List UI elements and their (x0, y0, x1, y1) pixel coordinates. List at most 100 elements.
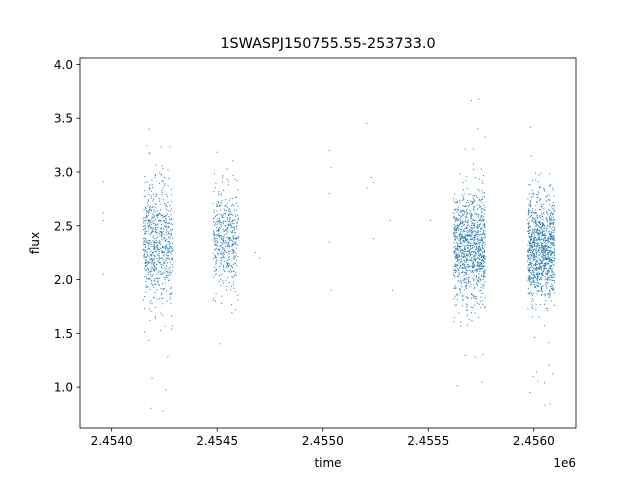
data-point (551, 211, 553, 213)
y-tick-label: 2.5 (54, 219, 73, 233)
data-point (528, 231, 530, 233)
data-point (478, 276, 480, 278)
data-point (472, 307, 474, 309)
data-point (221, 202, 223, 204)
data-point (145, 291, 147, 293)
data-point (228, 255, 230, 257)
data-point (163, 251, 165, 253)
data-point (145, 246, 147, 248)
data-point (214, 216, 216, 218)
data-point (159, 198, 161, 200)
data-point (464, 247, 466, 249)
data-point (160, 213, 162, 215)
data-point (153, 220, 155, 222)
data-point (215, 245, 217, 247)
data-point (231, 243, 233, 245)
data-point (232, 237, 234, 239)
data-point (155, 225, 157, 227)
data-point (147, 210, 149, 212)
data-point (532, 257, 534, 259)
data-point (533, 337, 535, 339)
data-point (463, 205, 465, 207)
data-point (477, 247, 479, 249)
data-point (478, 290, 480, 292)
data-point (540, 286, 542, 288)
data-point (213, 221, 215, 223)
data-point (531, 254, 533, 256)
data-point (465, 238, 467, 240)
data-point (530, 254, 532, 256)
data-point (538, 266, 540, 268)
data-point (213, 173, 215, 175)
data-point (461, 255, 463, 257)
data-point (151, 279, 153, 281)
data-point (539, 186, 541, 188)
data-point (475, 252, 477, 254)
data-point (534, 232, 536, 234)
data-point (533, 245, 535, 247)
data-point (538, 191, 540, 193)
data-point (458, 255, 460, 257)
data-point (476, 247, 478, 249)
data-point (459, 234, 461, 236)
data-point (166, 268, 168, 270)
data-point (481, 260, 483, 262)
data-point (161, 189, 163, 191)
data-point (465, 281, 467, 283)
data-point (551, 260, 553, 262)
data-point (161, 258, 163, 260)
data-point (161, 236, 163, 238)
data-point (212, 253, 214, 255)
data-point (460, 292, 462, 294)
data-point (455, 266, 457, 268)
data-point (225, 229, 227, 231)
data-point (468, 230, 470, 232)
data-point (227, 244, 229, 246)
data-point (453, 233, 455, 235)
data-point (455, 272, 457, 274)
data-point (328, 193, 330, 195)
data-point (472, 219, 474, 221)
data-point (552, 237, 554, 239)
data-point (532, 307, 534, 309)
data-point (552, 229, 554, 231)
data-point (539, 259, 541, 261)
data-point (162, 167, 164, 169)
data-point (469, 231, 471, 233)
data-point (480, 255, 482, 257)
data-point (165, 204, 167, 206)
data-point (233, 258, 235, 260)
data-point (482, 238, 484, 240)
data-point (149, 220, 151, 222)
x-tick-label: 2.4560 (513, 434, 555, 448)
data-point (530, 283, 532, 285)
data-point (553, 254, 555, 256)
data-point (158, 232, 160, 234)
data-point (543, 224, 545, 226)
data-point (462, 256, 464, 258)
data-point (543, 250, 545, 252)
data-point (233, 219, 235, 221)
data-point (484, 213, 486, 215)
data-point (541, 285, 543, 287)
data-point (219, 222, 221, 224)
data-point (553, 221, 555, 223)
data-point (472, 278, 474, 280)
data-point (155, 317, 157, 319)
data-point (161, 273, 163, 275)
data-point (161, 228, 163, 230)
data-point (531, 304, 533, 306)
data-point (474, 234, 476, 236)
data-point (147, 286, 149, 288)
data-point (148, 255, 150, 257)
data-point (147, 223, 149, 225)
data-point (532, 270, 534, 272)
data-point (482, 262, 484, 264)
data-point (228, 224, 230, 226)
data-point (527, 257, 529, 259)
data-point (466, 314, 468, 316)
data-point (164, 240, 166, 242)
data-point (217, 200, 219, 202)
data-point (470, 211, 472, 213)
